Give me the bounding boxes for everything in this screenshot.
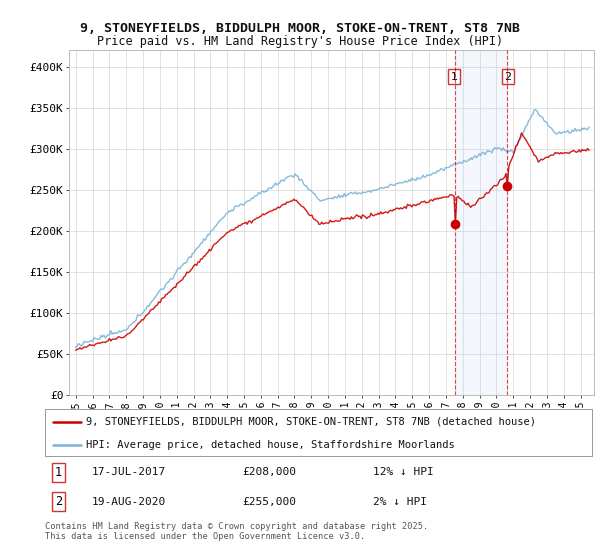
Text: Price paid vs. HM Land Registry's House Price Index (HPI): Price paid vs. HM Land Registry's House … — [97, 35, 503, 48]
Text: 2: 2 — [504, 72, 511, 82]
Text: 17-JUL-2017: 17-JUL-2017 — [92, 467, 166, 477]
Text: HPI: Average price, detached house, Staffordshire Moorlands: HPI: Average price, detached house, Staf… — [86, 440, 455, 450]
Text: 19-AUG-2020: 19-AUG-2020 — [92, 497, 166, 507]
Bar — [455, 50, 507, 395]
Text: £208,000: £208,000 — [242, 467, 296, 477]
Text: 2% ↓ HPI: 2% ↓ HPI — [373, 497, 427, 507]
Text: 1: 1 — [55, 465, 62, 479]
Text: Contains HM Land Registry data © Crown copyright and database right 2025.
This d: Contains HM Land Registry data © Crown c… — [45, 522, 428, 542]
Text: 9, STONEYFIELDS, BIDDULPH MOOR, STOKE-ON-TRENT, ST8 7NB: 9, STONEYFIELDS, BIDDULPH MOOR, STOKE-ON… — [80, 22, 520, 35]
Text: £255,000: £255,000 — [242, 497, 296, 507]
Text: 1: 1 — [451, 72, 458, 82]
Text: 9, STONEYFIELDS, BIDDULPH MOOR, STOKE-ON-TRENT, ST8 7NB (detached house): 9, STONEYFIELDS, BIDDULPH MOOR, STOKE-ON… — [86, 417, 536, 427]
Text: 2: 2 — [55, 495, 62, 508]
Text: 12% ↓ HPI: 12% ↓ HPI — [373, 467, 434, 477]
